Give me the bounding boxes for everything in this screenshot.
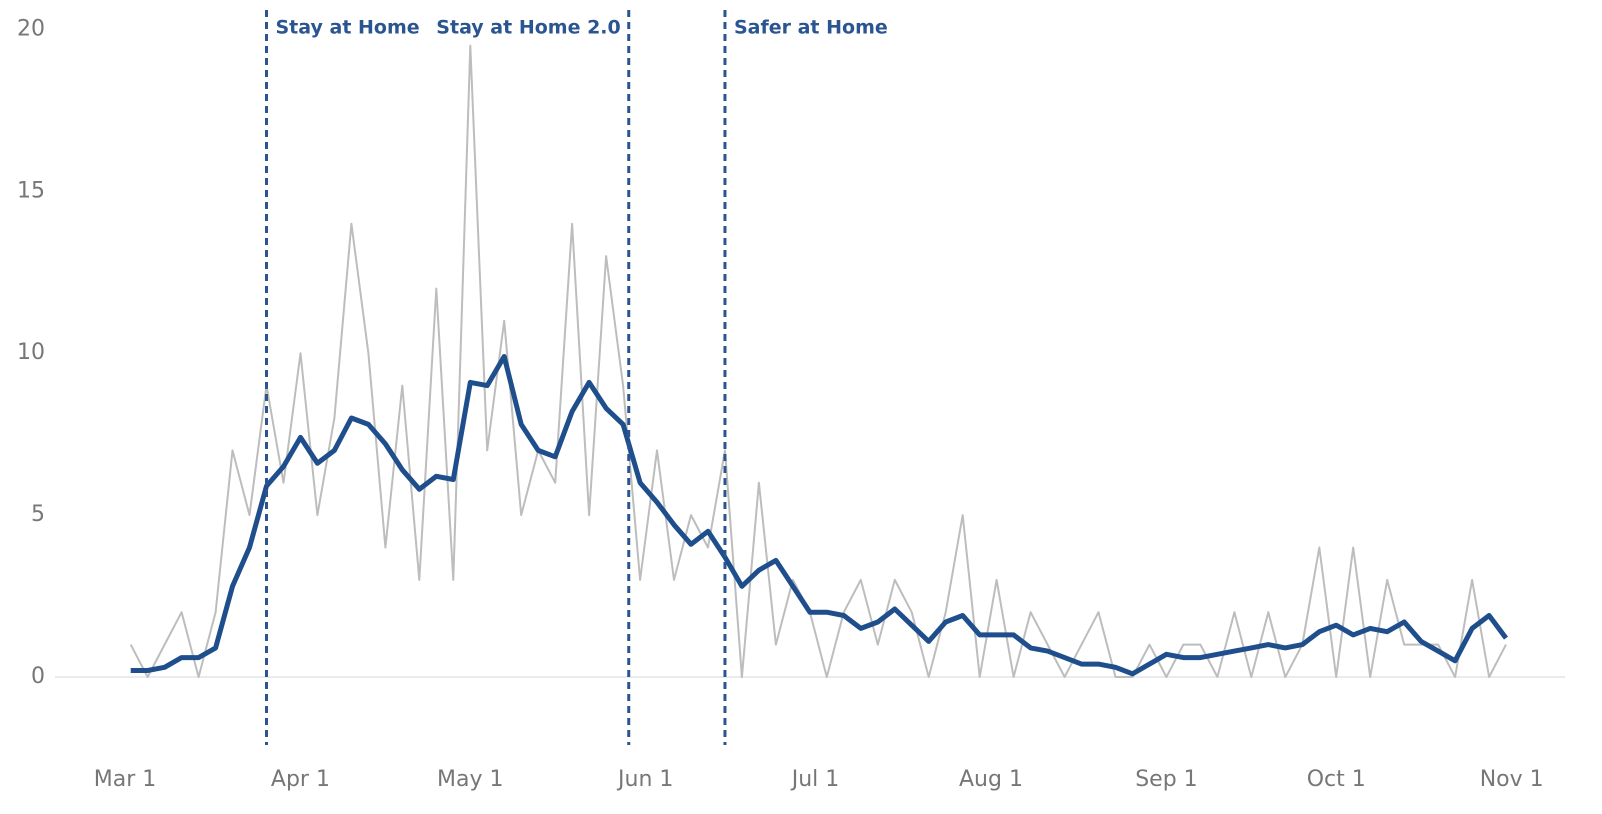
phase-label: Stay at Home <box>276 17 420 39</box>
y-tick-label: 5 <box>31 502 45 527</box>
y-tick-label: 10 <box>17 340 45 365</box>
x-tick-label: Apr 1 <box>271 767 330 792</box>
x-tick-label: Oct 1 <box>1307 767 1366 792</box>
phase-label: Stay at Home 2.0 <box>436 17 620 39</box>
x-tick-label: Jul 1 <box>790 767 840 792</box>
series-line <box>129 44 1507 678</box>
x-tick-label: Aug 1 <box>959 767 1023 792</box>
x-tick-label: Mar 1 <box>94 767 157 792</box>
x-tick-label: Sep 1 <box>1135 767 1197 792</box>
y-tick-label: 20 <box>17 16 45 41</box>
series-line <box>130 354 1509 677</box>
x-tick-label: May 1 <box>437 767 503 792</box>
y-tick-label: 0 <box>31 664 45 689</box>
x-tick-label: Jun 1 <box>616 767 673 792</box>
y-tick-label: 15 <box>17 178 45 203</box>
phase-label: Safer at Home <box>734 17 888 39</box>
x-tick-label: Nov 1 <box>1480 767 1544 792</box>
